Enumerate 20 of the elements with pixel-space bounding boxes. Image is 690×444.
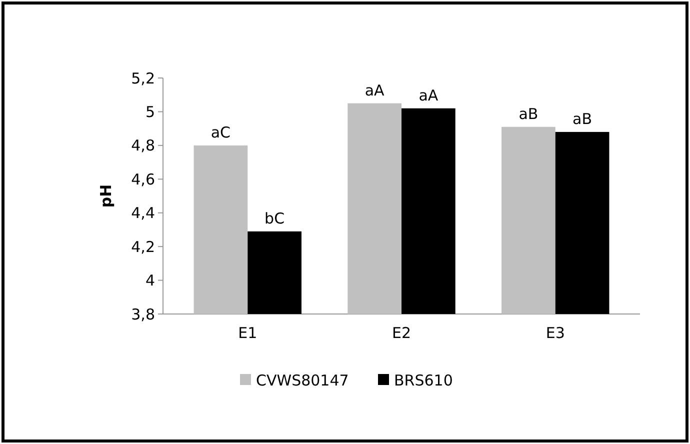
y-tick-label: 4,6: [131, 170, 155, 188]
x-tick-label: E3: [546, 324, 565, 342]
y-tick-label: 5: [145, 102, 155, 121]
data-label: bC: [264, 209, 285, 228]
data-label: aB: [518, 104, 538, 123]
y-axis-title: pH: [97, 184, 115, 208]
y-tick-label: 4,2: [131, 238, 155, 256]
data-label: aB: [572, 110, 592, 128]
y-tick-label: 4,4: [131, 204, 155, 222]
x-tick-label: E1: [238, 324, 258, 342]
x-tick-label: E2: [392, 324, 412, 342]
data-label: aA: [364, 81, 386, 100]
legend-label: CVWS80147: [256, 371, 349, 390]
data-label: aC: [210, 123, 231, 142]
y-tick-label: 4: [145, 272, 155, 290]
legend-label: BRS610: [394, 371, 453, 390]
data-label: aA: [418, 86, 439, 104]
y-tick-label: 4,8: [131, 136, 155, 155]
y-tick-label: 3,8: [131, 305, 155, 324]
y-tick-label: 5,2: [131, 69, 155, 88]
